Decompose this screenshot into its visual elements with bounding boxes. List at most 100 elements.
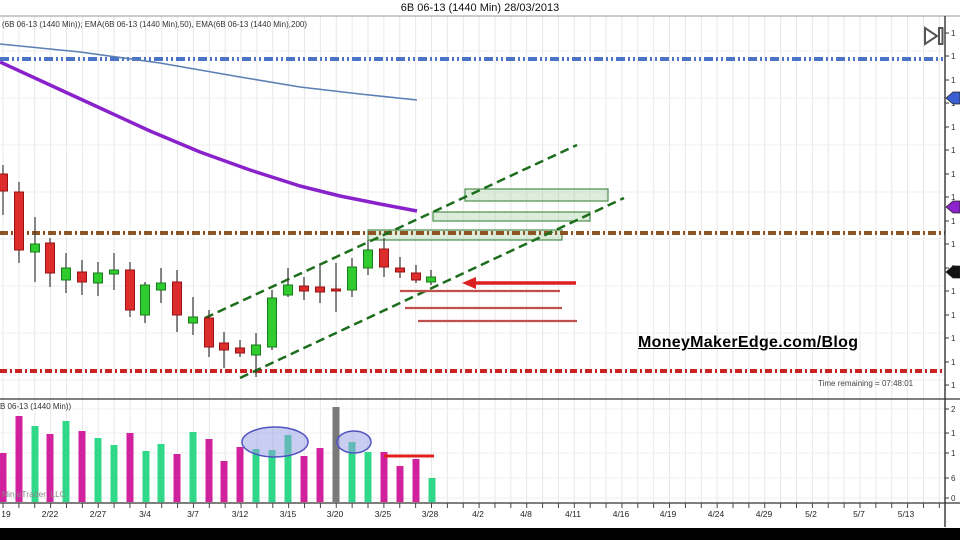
volume-bar: [46, 434, 54, 502]
ema200-line: [0, 60, 418, 213]
x-axis-label: 4/11: [565, 509, 581, 519]
x-axis-label: 2/22: [42, 509, 59, 519]
x-axis-label: 4/29: [756, 509, 773, 519]
candle-body: [109, 269, 119, 275]
x-axis-label: 4/8: [520, 509, 532, 519]
x-axis-label: 3/25: [375, 509, 392, 519]
candle-body: [0, 173, 8, 192]
volume-bar: [142, 451, 150, 502]
volume-bar: [189, 432, 197, 502]
x-axis-label: 5/13: [898, 509, 915, 519]
price-marker-tag: [945, 200, 960, 214]
candle-body: [14, 191, 24, 251]
volume-bar: [110, 445, 118, 502]
x-axis-label: 3/28: [422, 509, 439, 519]
supply-zone-box: [432, 211, 591, 222]
volume-bar: [31, 426, 39, 502]
price-axis-label: 1: [951, 146, 956, 155]
volume-bar: [332, 407, 340, 502]
x-axis-label: 4/24: [708, 509, 725, 519]
volume-bar: [428, 478, 436, 502]
volume-bar: [316, 448, 324, 502]
volume-bar: [173, 454, 181, 502]
volume-indicator-label: B 06-13 (1440 Min)): [0, 402, 72, 411]
volume-bar: [300, 456, 308, 502]
candle-body: [204, 317, 214, 348]
price-marker-tag: [945, 91, 960, 105]
price-axis-label: 1: [951, 381, 956, 390]
price-axis-label: 1: [951, 240, 956, 249]
volume-bar: [220, 461, 228, 502]
candle-body: [411, 272, 421, 281]
volume-bar: [15, 416, 23, 502]
candle-body: [93, 272, 103, 284]
x-axis-label: 19: [1, 509, 11, 519]
volume-bar: [62, 421, 70, 502]
candle-body: [235, 347, 245, 354]
volume-bar: [126, 433, 134, 502]
volume-bar: [236, 447, 244, 502]
volume-axis-label: 6: [951, 474, 956, 483]
supply-zone-box: [464, 188, 609, 202]
volume-bar: [0, 453, 7, 502]
candle-body: [315, 286, 325, 293]
volume-bar: [364, 452, 372, 502]
candle-body: [156, 282, 166, 291]
x-axis-label: 4/19: [660, 509, 677, 519]
price-axis-label: 1: [951, 52, 956, 61]
volume-bar: [205, 439, 213, 502]
volume-bar: [412, 459, 420, 502]
candle-body: [188, 316, 198, 324]
price-marker-tag: [945, 265, 960, 279]
volume-axis-label: 1: [951, 429, 956, 438]
x-axis-label: 3/20: [327, 509, 344, 519]
x-axis-label: 3/12: [232, 509, 249, 519]
volume-axis-label: 2: [951, 405, 956, 414]
volume-highlight-ellipse: [241, 426, 309, 458]
candle-body: [283, 284, 293, 296]
candle-body: [395, 267, 405, 273]
ema50-line: [0, 43, 418, 101]
price-axis-label: 1: [951, 334, 956, 343]
volume-highlight-ellipse: [336, 430, 372, 454]
volume-axis-label: 1: [951, 449, 956, 458]
candle-body: [219, 342, 229, 351]
chart-title: 6B 06-13 (1440 Min) 28/03/2013: [400, 2, 560, 14]
candle-body: [140, 284, 150, 316]
skip-to-end-icon[interactable]: [922, 25, 946, 47]
x-axis-label: 3/7: [187, 509, 199, 519]
price-axis-label: 1: [951, 217, 956, 226]
channel-lower-line: [239, 196, 625, 380]
price-axis-label: 1: [951, 123, 956, 132]
volume-bar: [78, 431, 86, 502]
price-indicator-label: (6B 06-13 (1440 Min)); EMA(6B 06-13 (144…: [2, 20, 308, 29]
price-axis-label: 1: [951, 170, 956, 179]
vendor-watermark: NinjaTrader, LLC: [2, 489, 66, 499]
candle-body: [347, 266, 357, 291]
price-axis-label: 1: [951, 311, 956, 320]
price-axis-label: 1: [951, 358, 956, 367]
volume-bar: [396, 466, 404, 502]
bottom-black-bar: [0, 528, 960, 540]
candle-body: [251, 344, 261, 356]
volume-axis-label: 0: [951, 494, 956, 503]
volume-bar: [252, 449, 260, 502]
left-arrow-head: [462, 277, 476, 289]
candle-body: [267, 297, 277, 348]
time-remaining-label: Time remaining = 07:48:01: [818, 379, 914, 388]
candle-body: [45, 242, 55, 274]
price-axis-label: 1: [951, 193, 956, 202]
price-axis-label: 1: [951, 29, 956, 38]
price-axis-label: 1: [951, 287, 956, 296]
candle-body: [299, 285, 309, 292]
volume-bar: [268, 450, 276, 502]
volume-bar: [380, 452, 388, 502]
volume-bar: [94, 438, 102, 502]
x-axis-label: 5/2: [805, 509, 817, 519]
price-axis-label: 1: [951, 76, 956, 85]
blog-watermark-text: MoneyMakerEdge.com/Blog: [638, 334, 859, 351]
candle-body: [30, 243, 40, 253]
candle-body: [426, 276, 436, 283]
